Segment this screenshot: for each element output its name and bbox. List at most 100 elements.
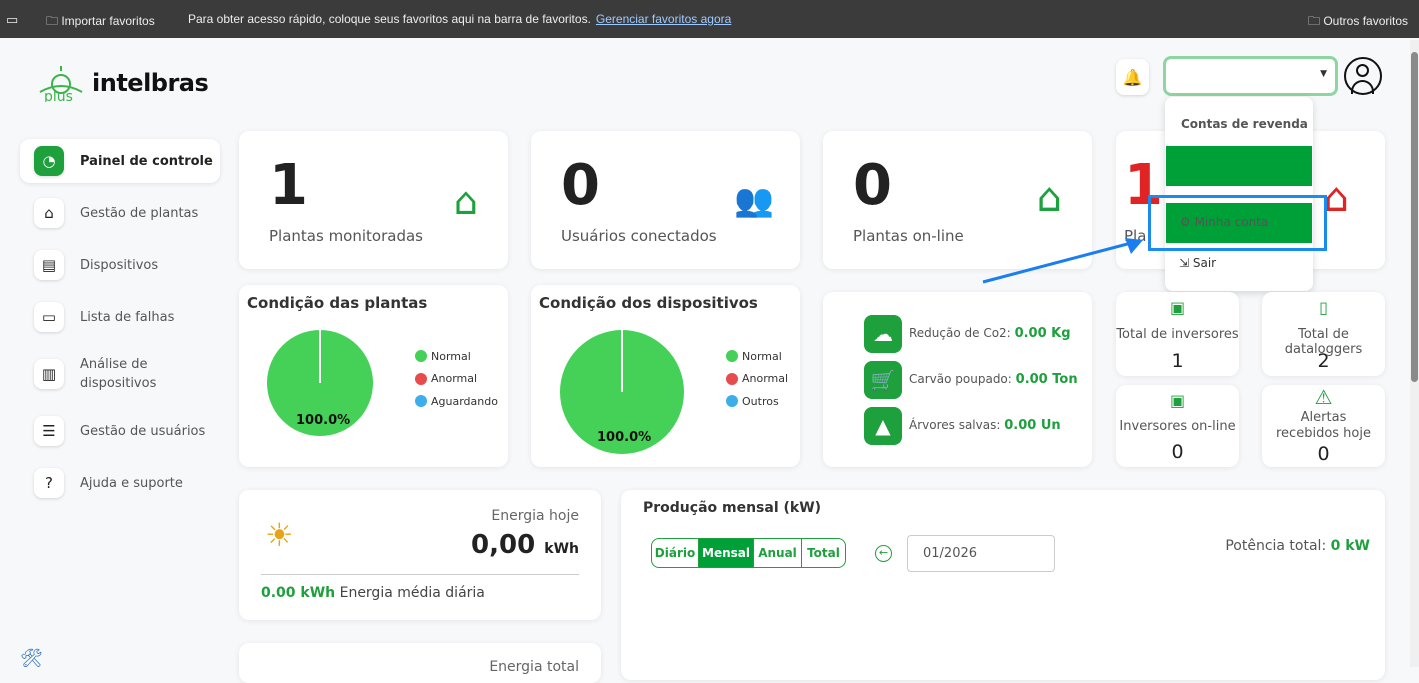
reseller-account-item[interactable] [1166,146,1312,186]
my-account-label: Minha conta [1194,215,1269,229]
stat-card-usuarios[interactable]: 0 Usuários conectados 👥 [531,131,800,269]
sidebar-item-usuarios[interactable]: ☰ Gestão de usuários [20,409,220,453]
env-value: 0.00 Ton [1015,372,1078,387]
tab-icon[interactable]: ▭ [6,12,19,27]
production-title: Produção mensal (kW) [643,500,822,516]
pie-label: 100.0% [597,430,652,445]
stat-label: Plantas monitoradas [269,227,423,245]
card-value: 2 [1317,350,1330,372]
inverter-icon: ▣ [1169,391,1186,410]
sun-logo-icon: plus [39,66,83,102]
bookmarks-message: Para obter acesso rápido, coloque seus f… [188,12,591,26]
brand-name: intelbras [92,69,209,97]
legend-outros[interactable]: Outros [726,390,788,413]
my-account-item[interactable]: ⚙ Minha conta [1166,203,1312,243]
sidebar-item-painel[interactable]: ◔ Painel de controle [20,139,220,183]
sidebar-label: Análise de dispositivos [80,357,157,391]
highlight-box [1148,195,1327,251]
env-label: Redução de Co2: [909,326,1011,340]
env-value: 0.00 Kg [1014,326,1071,341]
env-label: Carvão poupado: [909,372,1012,386]
energy-total-title: Energia total [489,659,579,675]
scrollbar[interactable] [1410,40,1419,667]
account-select[interactable]: ▼ [1163,56,1338,96]
logout-label: Sair [1192,256,1217,270]
environment-card: ☁ Redução de Co2: 0.00 Kg 🛒 Carvão poupado… [823,292,1092,467]
sidebar-item-dispositivos[interactable]: ▤ Dispositivos [20,243,220,287]
legend-label: Normal [431,349,471,363]
stat-card-plantas-monitoradas[interactable]: 1 Plantas monitoradas ⌂ [239,131,508,269]
plants-condition-card: Condição das plantas 100.0% Normal Anorma… [239,285,508,467]
tree-icon: ▲ [864,407,902,445]
caret-down-icon: ▼ [1320,69,1327,79]
archive-icon: ▭ [34,302,64,332]
divider [261,574,579,575]
sidebar-label: Gestão de usuários [80,423,206,439]
devices-pie-chart[interactable] [559,329,685,455]
plants-pie-chart[interactable] [266,329,374,437]
arrow-left-icon[interactable]: ← [875,545,892,562]
devices-condition-card: Condição dos dispositivos 100.0% Normal A… [531,285,800,467]
device-icon: ▤ [34,250,64,280]
legend-label: Outros [742,394,779,408]
stat-value: 0 [853,153,892,218]
sidebar-item-plantas[interactable]: ⌂ Gestão de plantas [20,191,220,235]
manage-favorites-link[interactable]: Gerenciar favoritos agora [595,12,732,26]
sidebar-label: Dispositivos [80,257,159,273]
home-icon: ⌂ [453,179,478,223]
card-value: 0 [1171,441,1184,463]
other-favorites[interactable]: 🗀 Outros favoritos [1308,14,1409,28]
energy-today-card: ☀ Energia hoje 0,00 kWh 0.00 kWh Energia… [239,490,601,620]
cart-icon: 🛒 [864,361,902,399]
account-dropdown-menu: Contas de revenda ⚙ Minha conta ⇲ Sair [1165,97,1313,291]
user-avatar-icon[interactable] [1344,57,1382,95]
sidebar-label: Painel de controle [80,153,213,169]
legend-aguardando[interactable]: Aguardando [415,390,498,413]
svg-text:plus: plus [44,89,73,102]
dashboard-icon: ◔ [34,146,64,176]
stat-label: Plantas on-line [853,227,964,245]
stat-card-plantas-online[interactable]: 0 Plantas on-line ⌂ [823,131,1092,269]
legend-anormal[interactable]: Anormal [415,368,498,391]
home-check-icon: ⌂ [1036,175,1062,221]
date-input[interactable]: 01/2026 [907,535,1055,572]
stat-value: 1 [269,153,308,218]
energy-value: 0,00 kWh [471,530,579,560]
legend-anormal[interactable]: Anormal [726,368,788,391]
sidebar-item-analise[interactable]: ▥ Análise de dispositivos [20,352,220,396]
support-mascot-icon[interactable]: 🛠 [20,648,43,669]
legend-normal[interactable]: Normal [415,345,498,368]
legend-label: Aguardando [431,394,498,408]
bookmarks-bar: ▭ 🗀 Importar favoritos Para obter acesso… [0,0,1419,38]
import-favorites[interactable]: 🗀 Importar favoritos [46,14,155,28]
logo[interactable]: plus intelbras [38,64,209,102]
legend-normal[interactable]: Normal [726,345,788,368]
tab-total[interactable]: Total [801,538,846,568]
notification-bell-icon[interactable]: 🔔 [1116,59,1149,95]
help-icon: ? [34,468,64,498]
coal-saved: Carvão poupado: 0.00 Ton [909,372,1078,387]
total-inverters-card[interactable]: ▣ Total de inversores 1 [1116,292,1239,376]
pie-label: 100.0% [296,413,351,428]
sidebar-item-falhas[interactable]: ▭ Lista de falhas [20,295,220,339]
alerts-today-card[interactable]: ⚠ Alertas recebidos hoje 0 [1262,385,1385,467]
total-power: Potência total: 0 kW [1225,538,1370,554]
card-value: 1 [1171,350,1184,372]
energy-total-card: Energia total [239,643,601,683]
users-icon: 👥 [734,181,774,219]
inverter-icon: ▣ [1169,298,1186,317]
datalogger-icon: ▯ [1319,298,1328,317]
sidebar-item-ajuda[interactable]: ? Ajuda e suporte [20,461,220,505]
power-value: 0 kW [1330,538,1370,554]
co2-reduction: Redução de Co2: 0.00 Kg [909,326,1071,341]
total-dataloggers-card[interactable]: ▯ Total de dataloggers 2 [1262,292,1385,376]
server-icon: ☰ [34,416,64,446]
legend-label: Anormal [431,372,478,386]
card-label: Total de dataloggers [1284,327,1363,357]
tab-diario[interactable]: Diário [651,538,699,568]
logout-item[interactable]: ⇲ Sair [1179,256,1217,270]
tab-mensal[interactable]: Mensal [698,538,754,568]
inverters-online-card[interactable]: ▣ Inversores on-line 0 [1116,385,1239,467]
tab-anual[interactable]: Anual [753,538,802,568]
production-card: Produção mensal (kW) Potência total: 0 k… [621,490,1385,680]
